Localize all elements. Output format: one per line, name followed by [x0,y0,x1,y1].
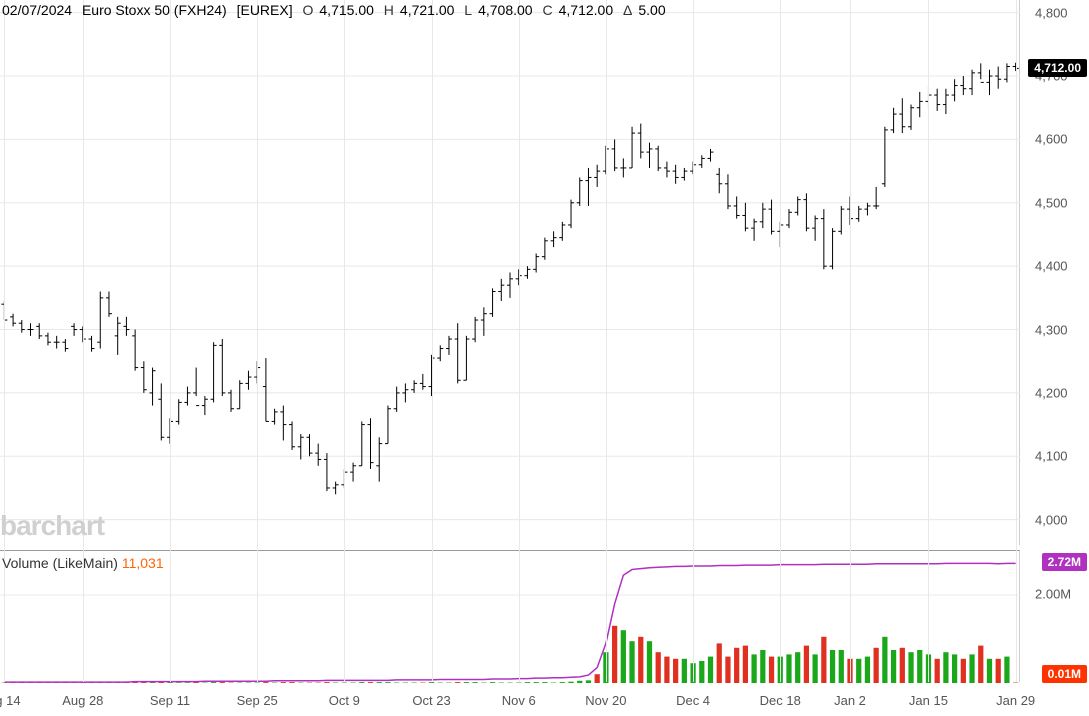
x-tick-label: Dec 4 [676,693,710,708]
h-h: 4,721.00 [400,2,455,18]
h-h-lbl: H [384,2,394,18]
x-gridline [850,0,851,682]
x-tick-label: Sep 25 [237,693,278,708]
volume-ytick: 2.00M [1029,587,1089,602]
price-ytick: 4,400 [1029,259,1089,274]
volume-header: Volume (LikeMain) 11,031 [2,555,164,571]
x-gridline [170,0,171,682]
x-gridline [928,0,929,682]
x-gridline [1016,0,1017,682]
header-date: 02/07/2024 [2,2,72,18]
x-gridline [432,0,433,682]
x-gridline [606,0,607,682]
x-gridline [780,0,781,682]
h-c: 4,712.00 [559,2,614,18]
h-o: 4,715.00 [319,2,374,18]
x-gridline [344,0,345,682]
price-last-badge: 4,712.00 [1028,59,1087,77]
x-gridline [83,0,84,682]
x-axis: ug 14 Aug 28 Sep 11 Sep 25 Oct 9 Oct 23 Nov 6 N… [0,682,1020,716]
h-d: 5.00 [638,2,665,18]
header-exchange: [EUREX] [237,2,293,18]
x-tick-label: Nov 6 [502,693,536,708]
price-ytick: 4,300 [1029,322,1089,337]
h-l: 4,708.00 [478,2,533,18]
price-ytick: 4,800 [1029,5,1089,20]
x-gridline [4,0,5,682]
x-tick-label: Aug 28 [62,693,103,708]
price-svg [0,0,1020,545]
chart-header: 02/07/2024 Euro Stoxx 50 (FXH24) [EUREX]… [2,2,672,18]
price-ytick: 4,000 [1029,512,1089,527]
header-symbol: Euro Stoxx 50 (FXH24) [82,2,227,18]
h-l-lbl: L [464,2,472,18]
x-tick-label: Dec 18 [760,693,801,708]
x-tick-label: Oct 9 [329,693,360,708]
h-c-lbl: C [542,2,552,18]
price-ytick: 4,200 [1029,385,1089,400]
price-ytick: 4,100 [1029,449,1089,464]
x-tick-label: Jan 2 [834,693,866,708]
x-tick-label: Sep 11 [150,693,190,708]
x-gridline [693,0,694,682]
vol-value: 11,031 [122,555,164,571]
x-gridline [257,0,258,682]
x-tick-label: ug 14 [0,693,21,708]
vol-label: Volume (LikeMain) [2,555,118,571]
x-tick-label: Oct 23 [412,693,450,708]
x-tick-label: Jan 15 [909,693,948,708]
x-gridline [519,0,520,682]
price-ytick: 4,600 [1029,132,1089,147]
x-tick-label: Nov 20 [585,693,626,708]
h-d-lbl: Δ [623,2,632,18]
chart-container: 02/07/2024 Euro Stoxx 50 (FXH24) [EUREX]… [0,0,1089,716]
x-tick-label: Jan 29 [996,693,1035,708]
price-ytick: 4,500 [1029,195,1089,210]
h-o-lbl: O [303,2,314,18]
open-interest-badge: 2.72M [1042,553,1087,571]
price-pane[interactable] [0,0,1020,545]
volume-last-badge: 0.01M [1042,665,1087,683]
watermark: barchart [0,510,104,542]
